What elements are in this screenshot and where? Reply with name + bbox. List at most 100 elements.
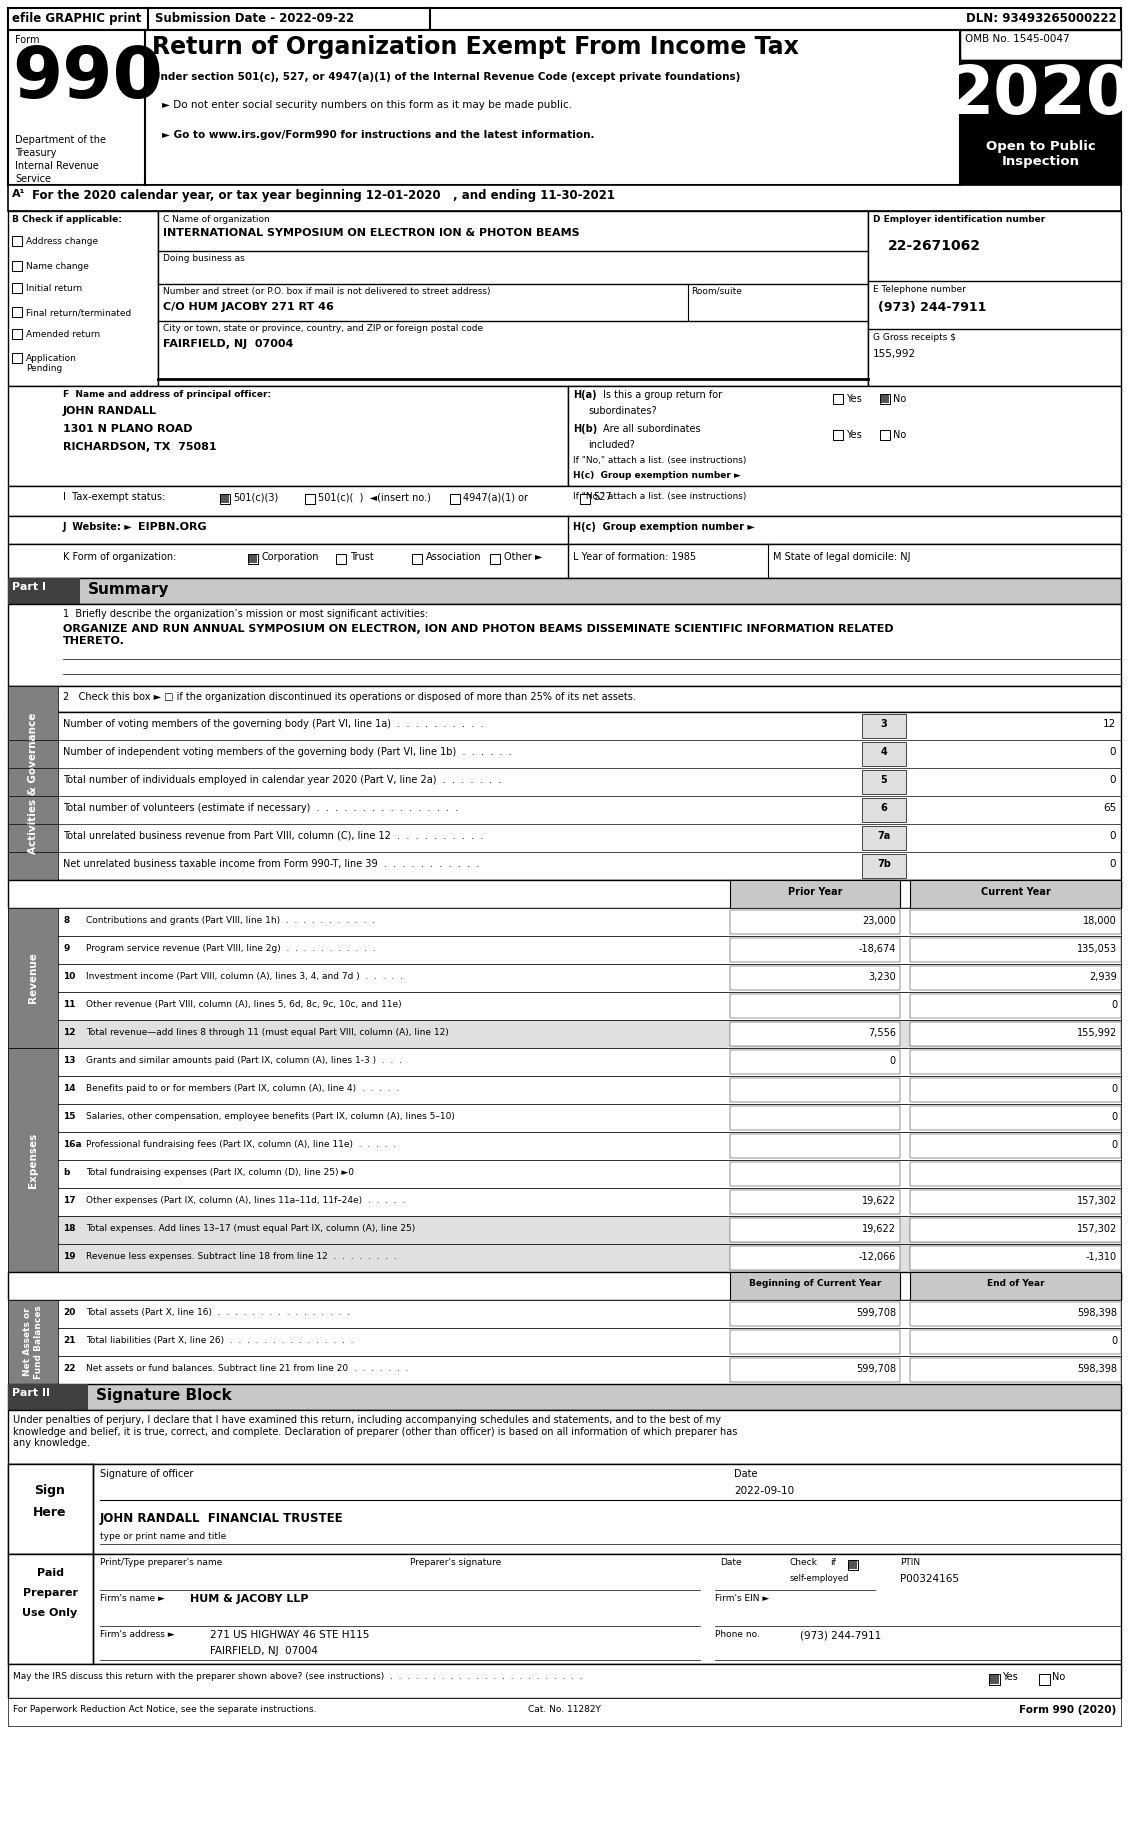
Bar: [8, 992, 1121, 1019]
Text: Total fundraising expenses (Part IX, column (D), line 25) ►0: Total fundraising expenses (Part IX, col…: [86, 1167, 355, 1177]
Bar: [8, 1133, 1121, 1160]
Bar: [8, 7, 1121, 29]
Text: Number of independent voting members of the governing body (Part VI, line 1b)  .: Number of independent voting members of …: [63, 747, 511, 756]
Text: Association: Association: [426, 552, 482, 563]
Bar: [305, 493, 315, 504]
Text: Program service revenue (Part VIII, line 2g)  .  .  .  .  .  .  .  .  .  .  .: Program service revenue (Part VIII, line…: [86, 945, 376, 954]
Text: 19,622: 19,622: [863, 1197, 896, 1206]
Text: 599,708: 599,708: [856, 1365, 896, 1374]
Bar: [8, 210, 158, 385]
Text: Corporation: Corporation: [262, 552, 320, 563]
Text: J  Website: ►: J Website: ►: [63, 523, 133, 532]
Bar: [730, 937, 900, 963]
Bar: [8, 577, 80, 605]
Bar: [910, 1246, 1121, 1270]
Text: C Name of organization: C Name of organization: [163, 216, 270, 225]
Bar: [910, 881, 1121, 908]
Text: Preparer: Preparer: [23, 1588, 78, 1599]
Text: self-employed: self-employed: [790, 1575, 849, 1582]
Bar: [730, 1135, 900, 1158]
Bar: [450, 493, 460, 504]
Bar: [868, 210, 1121, 385]
Text: 2,939: 2,939: [1089, 972, 1117, 981]
Text: Under section 501(c), 527, or 4947(a)(1) of the Internal Revenue Code (except pr: Under section 501(c), 527, or 4947(a)(1)…: [152, 71, 741, 82]
Bar: [989, 1674, 1000, 1684]
Bar: [8, 1188, 1121, 1217]
Text: JOHN RANDALL: JOHN RANDALL: [63, 406, 157, 417]
Text: ► Do not enter social security numbers on this form as it may be made public.: ► Do not enter social security numbers o…: [161, 100, 572, 110]
Bar: [8, 685, 1121, 713]
Text: 2022-09-10: 2022-09-10: [734, 1485, 794, 1496]
Text: May the IRS discuss this return with the preparer shown above? (see instructions: May the IRS discuss this return with the…: [14, 1672, 583, 1681]
Bar: [730, 1105, 900, 1131]
Bar: [730, 1189, 900, 1213]
Bar: [8, 965, 1121, 992]
Text: Number of voting members of the governing body (Part VI, line 1a)  .  .  .  .  .: Number of voting members of the governin…: [63, 720, 483, 729]
Text: 598,398: 598,398: [1077, 1365, 1117, 1374]
Text: 3: 3: [881, 720, 887, 729]
Bar: [910, 910, 1121, 934]
Text: Room/suite: Room/suite: [691, 287, 742, 296]
Text: Date: Date: [720, 1558, 742, 1568]
Bar: [910, 1051, 1121, 1074]
Bar: [910, 1303, 1121, 1326]
Text: Phone no.: Phone no.: [715, 1630, 760, 1639]
Text: 7b: 7b: [877, 859, 891, 870]
Text: PTIN: PTIN: [900, 1558, 920, 1568]
Bar: [910, 1189, 1121, 1213]
Text: 1301 N PLANO ROAD: 1301 N PLANO ROAD: [63, 424, 193, 435]
Bar: [990, 1675, 999, 1684]
Bar: [8, 1217, 1121, 1244]
Text: K Form of organization:: K Form of organization:: [63, 552, 176, 563]
Bar: [8, 185, 1121, 210]
Bar: [730, 1219, 900, 1242]
Text: 22-2671062: 22-2671062: [889, 239, 981, 252]
Text: Contributions and grants (Part VIII, line 1h)  .  .  .  .  .  .  .  .  .  .  .: Contributions and grants (Part VIII, lin…: [86, 915, 375, 924]
Text: -18,674: -18,674: [859, 945, 896, 954]
Bar: [730, 881, 900, 908]
Bar: [730, 1051, 900, 1074]
Text: b: b: [63, 1167, 69, 1177]
Text: 17: 17: [63, 1197, 76, 1206]
Text: FAIRFIELD, NJ  07004: FAIRFIELD, NJ 07004: [210, 1646, 318, 1655]
Bar: [730, 1357, 900, 1381]
Text: Service: Service: [15, 174, 51, 185]
Bar: [580, 493, 590, 504]
Text: (973) 244-7911: (973) 244-7911: [800, 1630, 882, 1641]
Bar: [730, 1330, 900, 1354]
Text: Current Year: Current Year: [981, 886, 1050, 897]
Text: 15: 15: [63, 1113, 76, 1122]
Text: -1,310: -1,310: [1086, 1251, 1117, 1262]
Text: For the 2020 calendar year, or tax year beginning 12-01-2020   , and ending 11-3: For the 2020 calendar year, or tax year …: [32, 188, 615, 203]
Bar: [12, 236, 21, 247]
Text: No: No: [893, 429, 907, 440]
Text: Paid: Paid: [36, 1568, 63, 1579]
Text: 135,053: 135,053: [1077, 945, 1117, 954]
Text: Number and street (or P.O. box if mail is not delivered to street address): Number and street (or P.O. box if mail i…: [163, 287, 490, 296]
Text: Other ►: Other ►: [504, 552, 542, 563]
Bar: [12, 307, 21, 318]
Text: Benefits paid to or for members (Part IX, column (A), line 4)  .  .  .  .  .: Benefits paid to or for members (Part IX…: [86, 1083, 400, 1093]
Bar: [910, 966, 1121, 990]
Bar: [8, 515, 1121, 544]
Text: Investment income (Part VIII, column (A), lines 3, 4, and 7d )  .  .  .  .  .: Investment income (Part VIII, column (A)…: [86, 972, 403, 981]
Text: Is this a group return for: Is this a group return for: [603, 389, 723, 400]
Text: Sign: Sign: [35, 1484, 65, 1496]
Bar: [8, 1410, 1121, 1463]
Text: Net Assets or
Fund Balances: Net Assets or Fund Balances: [24, 1304, 43, 1379]
Text: D Employer identification number: D Employer identification number: [873, 216, 1045, 225]
Bar: [8, 935, 1121, 965]
Text: Name change: Name change: [26, 261, 89, 270]
Bar: [730, 1272, 900, 1301]
Text: Part II: Part II: [12, 1389, 50, 1398]
Bar: [960, 29, 1121, 60]
Bar: [848, 1560, 858, 1569]
Text: HUM & JACOBY LLP: HUM & JACOBY LLP: [190, 1593, 308, 1604]
Text: H(b): H(b): [574, 424, 597, 435]
Text: I  Tax-exempt status:: I Tax-exempt status:: [63, 491, 165, 502]
Text: included?: included?: [588, 440, 634, 449]
Bar: [8, 1664, 1121, 1697]
Bar: [910, 1162, 1121, 1186]
Text: 12: 12: [63, 1029, 76, 1038]
Text: F  Name and address of principal officer:: F Name and address of principal officer:: [63, 389, 271, 398]
